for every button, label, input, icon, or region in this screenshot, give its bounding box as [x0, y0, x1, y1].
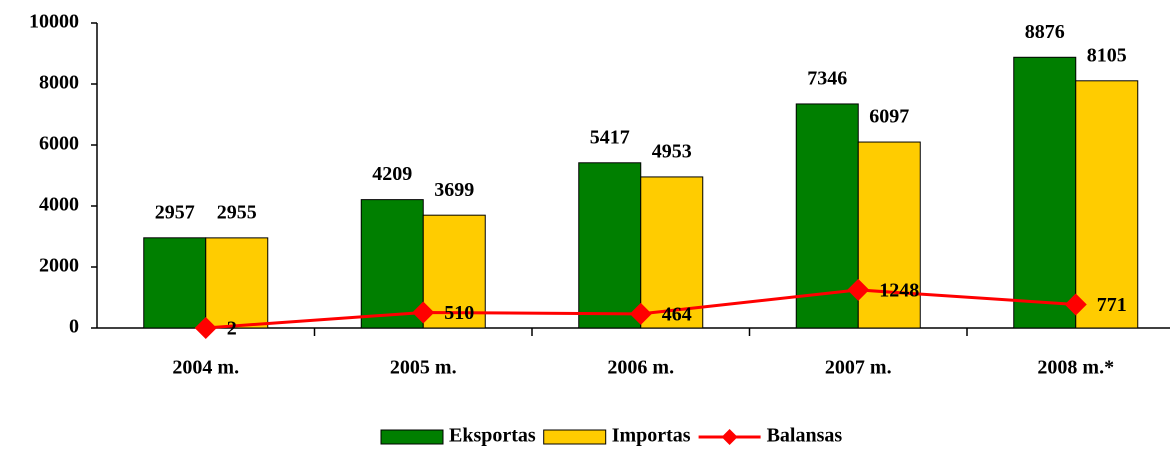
y-tick-label: 2000 — [39, 255, 79, 277]
marker — [412, 301, 435, 324]
data-label: 2955 — [217, 201, 257, 223]
legend-swatch — [721, 429, 738, 445]
bar — [1075, 80, 1139, 329]
x-tick-label: 2004 m. — [172, 357, 239, 379]
data-label: 4953 — [652, 141, 692, 163]
bar — [205, 237, 269, 329]
legend-label: Eksportas — [449, 425, 536, 447]
marker — [847, 278, 870, 301]
y-tick-label: 8000 — [39, 72, 79, 94]
bar — [857, 141, 921, 329]
data-label: 3699 — [434, 179, 474, 201]
marker — [194, 316, 217, 339]
data-label: 464 — [662, 303, 692, 325]
x-tick-label: 2005 m. — [390, 357, 457, 379]
legend-label: Importas — [612, 425, 691, 447]
legend-label: Balansas — [767, 425, 843, 447]
x-tick-label: 2006 m. — [607, 357, 674, 379]
bar — [143, 237, 207, 329]
bar — [578, 162, 642, 329]
data-label: 2 — [227, 318, 237, 340]
bar — [360, 199, 424, 329]
marker — [629, 302, 652, 325]
data-label: 8105 — [1087, 44, 1127, 66]
data-label: 771 — [1097, 294, 1127, 316]
x-tick-label: 2008 m.* — [1037, 357, 1114, 379]
data-label: 7346 — [807, 68, 847, 90]
legend-swatch — [543, 429, 607, 445]
data-label: 8876 — [1025, 21, 1065, 43]
marker — [1064, 293, 1087, 316]
data-label: 510 — [444, 302, 474, 324]
bar — [640, 176, 704, 329]
x-tick-label: 2007 m. — [825, 357, 892, 379]
data-label: 5417 — [590, 126, 630, 148]
data-label: 6097 — [869, 106, 909, 128]
legend-swatch — [380, 429, 444, 445]
y-tick-label: 10000 — [29, 11, 79, 33]
y-tick-label: 4000 — [39, 194, 79, 216]
data-label: 1248 — [879, 280, 919, 302]
y-tick-label: 6000 — [39, 133, 79, 155]
y-tick-label: 0 — [69, 316, 79, 338]
data-label: 2957 — [155, 201, 195, 223]
bar — [1013, 56, 1077, 329]
data-label: 4209 — [372, 163, 412, 185]
bar — [422, 214, 486, 329]
